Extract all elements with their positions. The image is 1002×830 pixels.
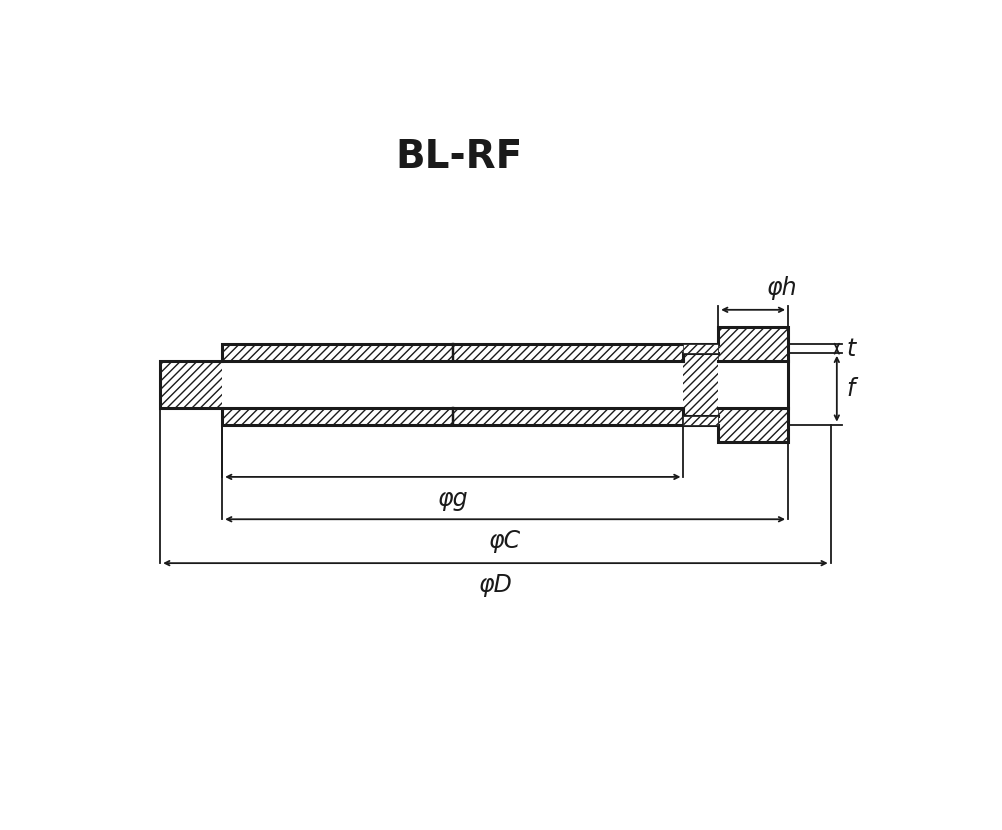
Polygon shape bbox=[717, 327, 788, 442]
Polygon shape bbox=[717, 361, 788, 408]
Polygon shape bbox=[222, 344, 788, 424]
Polygon shape bbox=[682, 344, 717, 353]
Polygon shape bbox=[682, 416, 717, 424]
Text: f: f bbox=[846, 377, 854, 401]
Text: BL-RF: BL-RF bbox=[395, 139, 522, 176]
Text: φD: φD bbox=[478, 574, 512, 597]
Polygon shape bbox=[222, 361, 682, 408]
Text: t: t bbox=[846, 337, 855, 361]
Polygon shape bbox=[160, 361, 222, 408]
Text: φh: φh bbox=[767, 276, 797, 300]
Text: φg: φg bbox=[437, 487, 468, 511]
Text: φC: φC bbox=[489, 530, 521, 554]
